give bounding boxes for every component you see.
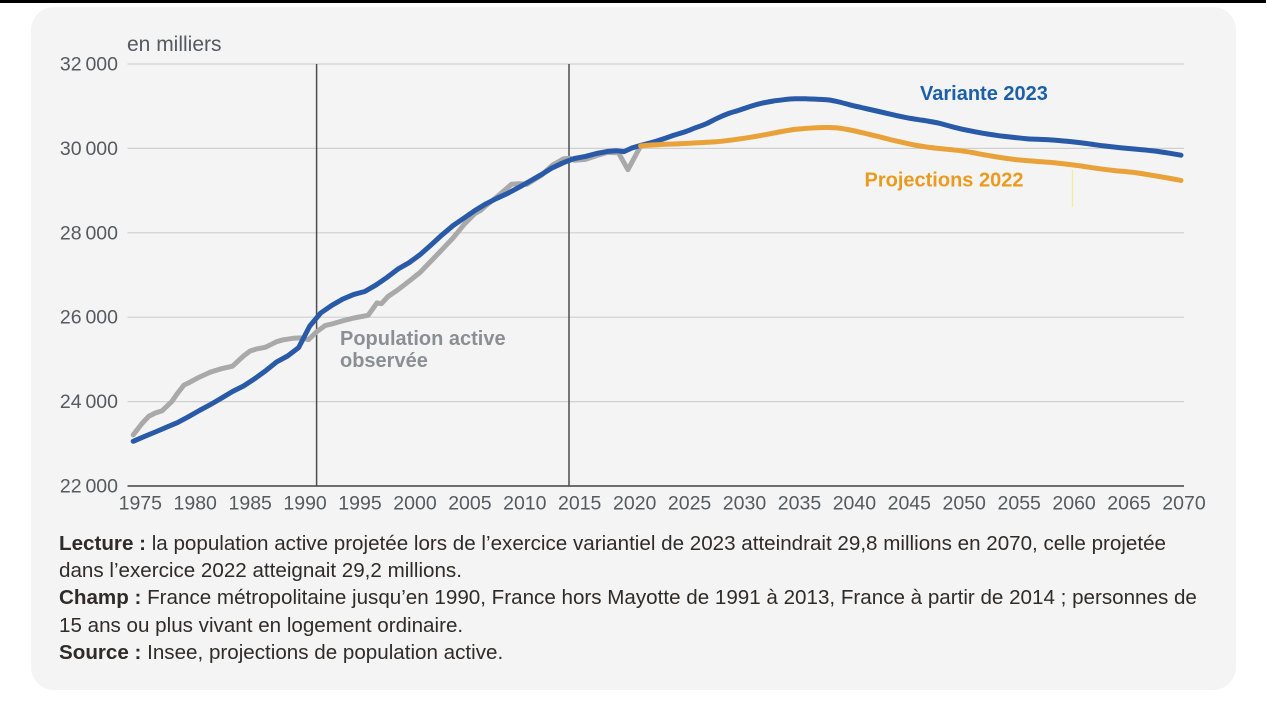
svg-text:2070: 2070	[1162, 493, 1206, 515]
svg-text:Population active: Population active	[340, 328, 506, 350]
svg-text:1980: 1980	[174, 493, 218, 515]
svg-text:26 000: 26 000	[60, 307, 118, 329]
svg-text:1975: 1975	[119, 493, 163, 515]
svg-text:2000: 2000	[393, 493, 437, 515]
svg-text:Variante 2023: Variante 2023	[920, 83, 1048, 105]
svg-text:en milliers: en milliers	[127, 33, 222, 56]
svg-text:2040: 2040	[833, 493, 877, 515]
svg-text:2025: 2025	[668, 493, 712, 515]
svg-text:1985: 1985	[229, 493, 273, 515]
svg-text:2030: 2030	[723, 493, 767, 515]
svg-text:2060: 2060	[1052, 493, 1096, 515]
svg-text:1995: 1995	[338, 493, 382, 515]
svg-text:28 000: 28 000	[60, 222, 118, 244]
svg-text:2065: 2065	[1107, 493, 1151, 515]
svg-text:2050: 2050	[943, 493, 987, 515]
svg-text:2035: 2035	[778, 493, 822, 515]
svg-text:2015: 2015	[558, 493, 602, 515]
svg-text:2005: 2005	[448, 493, 492, 515]
svg-text:2045: 2045	[888, 493, 932, 515]
svg-text:32 000: 32 000	[60, 54, 118, 76]
svg-text:2010: 2010	[503, 493, 547, 515]
svg-text:24 000: 24 000	[60, 391, 118, 413]
svg-text:Projections 2022: Projections 2022	[865, 170, 1024, 192]
svg-text:22 000: 22 000	[60, 476, 118, 498]
svg-text:2055: 2055	[998, 493, 1042, 515]
svg-text:1990: 1990	[283, 493, 327, 515]
svg-text:2020: 2020	[613, 493, 657, 515]
svg-text:30 000: 30 000	[60, 138, 118, 160]
svg-text:observée: observée	[340, 350, 428, 372]
